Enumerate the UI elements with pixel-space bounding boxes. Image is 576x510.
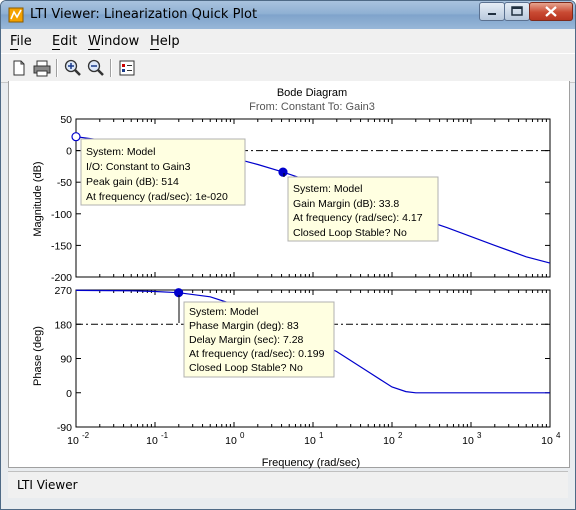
datatip-line: At frequency (rad/sec): 0.199 xyxy=(189,348,325,360)
datatip-line: Phase Margin (deg): 83 xyxy=(189,320,299,332)
datatip-line: I/O: Constant to Gain3 xyxy=(86,161,191,173)
datatip-line: System: Model xyxy=(86,146,155,158)
status-bar: LTI Viewer xyxy=(8,471,568,498)
magnitude-datatip-marker xyxy=(71,132,81,142)
y-tick-label: -150 xyxy=(51,240,72,252)
frequency-tick-exponent: 1 xyxy=(319,431,324,440)
y-tick-label: 90 xyxy=(60,354,72,366)
magnitude-axis-label: Magnitude (dB) xyxy=(32,161,44,236)
y-tick-label: -50 xyxy=(57,177,72,189)
menu-bar: File Edit Window Help xyxy=(1,29,575,53)
matlab-app-icon xyxy=(8,7,24,23)
menu-edit-label: Edit xyxy=(52,34,78,49)
frequency-tick-exponent: 3 xyxy=(477,431,482,440)
y-tick-label: -200 xyxy=(51,272,72,284)
datatip-gain-margin-box xyxy=(287,176,439,242)
plot-title: Bode Diagram xyxy=(277,87,347,99)
datatip-peak-gain[interactable]: System: Model I/O: Constant to Gain3 Pea… xyxy=(80,138,246,206)
frequency-tick-label: 10 xyxy=(67,435,79,447)
frequency-tick-exponent: 4 xyxy=(556,431,561,440)
menu-edit[interactable]: Edit xyxy=(52,34,77,49)
bode-diagram: Bode Diagram From: Constant To: Gain3 50… xyxy=(32,87,561,469)
y-tick-label: 270 xyxy=(54,285,72,297)
datatip-phase-margin-box xyxy=(183,301,335,378)
y-tick-label: 0 xyxy=(66,146,72,158)
mnemonic-underline xyxy=(88,49,100,50)
magnitude-datatip-marker xyxy=(278,167,288,177)
datatip-peak-box xyxy=(80,138,246,206)
plot-configuration-icon[interactable] xyxy=(117,58,137,78)
mnemonic-underline xyxy=(150,49,159,50)
frequency-tick-exponent: -1 xyxy=(161,431,169,440)
print-icon[interactable] xyxy=(32,58,52,78)
frequency-axis-label: Frequency (rad/sec) xyxy=(262,457,360,469)
frequency-tick-exponent: 0 xyxy=(240,431,245,440)
minimize-button[interactable] xyxy=(479,2,505,21)
menu-help[interactable]: Help xyxy=(150,34,180,49)
toolbar-separator xyxy=(56,59,58,77)
minimize-icon xyxy=(488,13,496,15)
menu-window-label: Window xyxy=(88,34,140,49)
frequency-tick-exponent: -2 xyxy=(82,431,90,440)
phase-axis-label: Phase (deg) xyxy=(32,326,44,386)
menu-help-label: Help xyxy=(150,34,180,49)
menu-window[interactable]: Window xyxy=(88,34,139,49)
datatip-line: Gain Margin (dB): 33.8 xyxy=(293,198,399,210)
close-button[interactable] xyxy=(529,2,573,21)
window-title: LTI Viewer: Linearization Quick Plot xyxy=(30,7,258,22)
datatip-line: At frequency (rad/sec): 1e-020 xyxy=(86,191,228,203)
frequency-tick-label: 10 xyxy=(225,435,237,447)
menu-file[interactable]: File xyxy=(10,34,32,49)
close-icon xyxy=(545,6,557,17)
zoom-out-icon[interactable] xyxy=(86,58,106,78)
datatip-line: Closed Loop Stable? No xyxy=(189,362,303,374)
datatip-line: Closed Loop Stable? No xyxy=(293,227,407,239)
y-tick-label: 50 xyxy=(60,114,72,126)
maximize-icon xyxy=(511,6,523,16)
title-bar[interactable]: LTI Viewer: Linearization Quick Plot xyxy=(1,1,575,29)
zoom-in-icon[interactable] xyxy=(63,58,83,78)
toolbar-separator xyxy=(110,59,112,77)
datatip-line: System: Model xyxy=(293,183,362,195)
plot-subtitle: From: Constant To: Gain3 xyxy=(249,101,375,113)
menu-file-label: File xyxy=(10,34,32,49)
datatip-line: At frequency (rad/sec): 4.17 xyxy=(293,212,423,224)
datatip-line: Peak gain (dB): 514 xyxy=(86,176,179,188)
frequency-tick-exponent: 2 xyxy=(398,431,403,440)
frequency-tick-labels: 10 -2 10 -1 10 0 10 1 10 2 10 3 10 4 xyxy=(67,431,561,447)
new-file-icon[interactable] xyxy=(9,58,29,78)
datatip-line: System: Model xyxy=(189,306,258,318)
mnemonic-underline xyxy=(10,49,18,50)
datatip-line: Delay Margin (sec): 7.28 xyxy=(189,334,304,346)
frequency-tick-label: 10 xyxy=(304,435,316,447)
frequency-tick-label: 10 xyxy=(146,435,158,447)
frequency-tick-label: 10 xyxy=(541,435,553,447)
datatip-gain-margin[interactable]: System: Model Gain Margin (dB): 33.8 At … xyxy=(283,173,439,242)
maximize-button[interactable] xyxy=(504,2,530,21)
y-tick-label: 0 xyxy=(66,388,72,400)
y-tick-label: -90 xyxy=(57,422,72,434)
frequency-tick-label: 10 xyxy=(462,435,474,447)
y-tick-label: -100 xyxy=(51,209,72,221)
y-tick-label: 180 xyxy=(54,319,72,331)
mnemonic-underline xyxy=(52,49,60,50)
frequency-tick-label: 10 xyxy=(383,435,395,447)
status-text: LTI Viewer xyxy=(17,478,78,492)
toolbar xyxy=(1,53,575,83)
datatip-phase-margin[interactable]: System: Model Phase Margin (deg): 83 Del… xyxy=(178,295,335,378)
